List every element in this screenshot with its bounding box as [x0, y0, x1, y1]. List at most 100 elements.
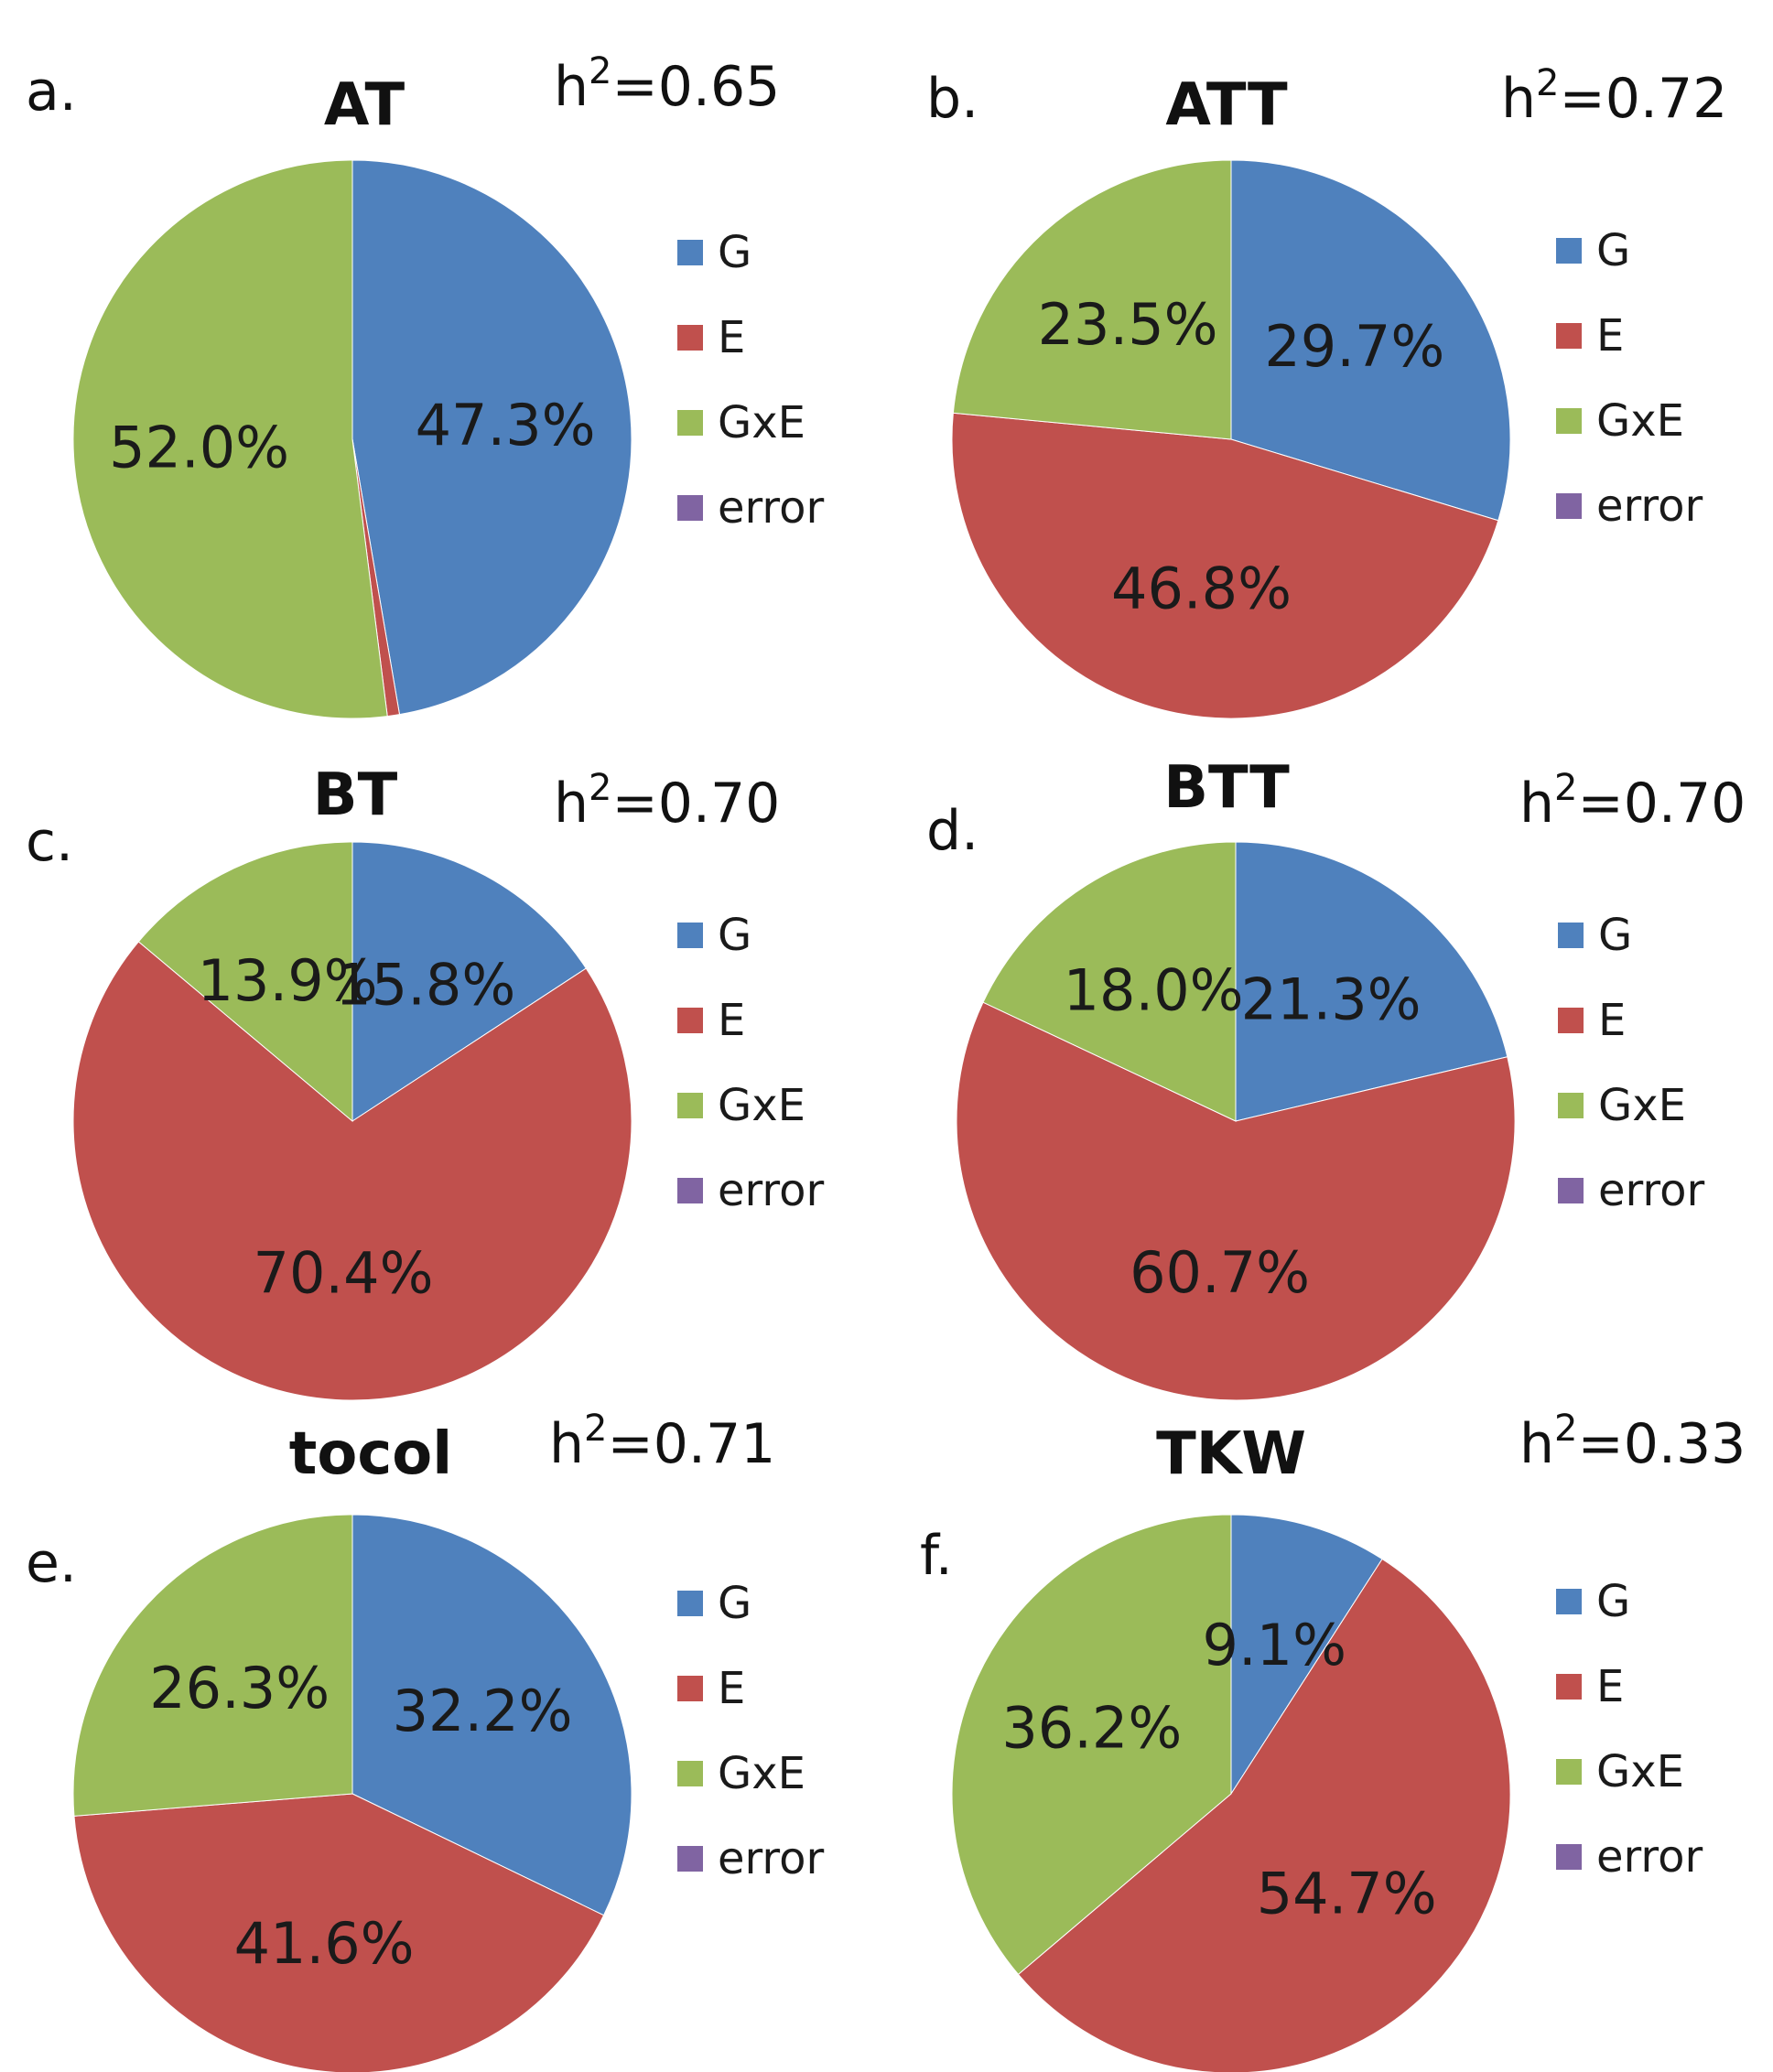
legend-swatch-e	[1556, 1674, 1582, 1700]
pie-panel-at: a. AT h2=0.65 47.3% 52.0% GE GxE error	[26, 50, 824, 719]
legend-label-gxe: GxE	[1598, 1080, 1686, 1131]
heritability-value: =0.65	[611, 55, 780, 119]
legend-label-e: E	[1598, 995, 1626, 1046]
heritability-sup: 2	[589, 50, 611, 92]
pie-slice-e	[951, 412, 1499, 719]
legend-label-gxe: GxE	[718, 1080, 805, 1131]
legend-swatch-g	[1556, 238, 1582, 264]
legend-label-e: E	[1596, 1661, 1624, 1712]
pie-slices	[72, 159, 632, 719]
heritability-value: =0.72	[1559, 67, 1727, 131]
pie-slice-gxe	[137, 841, 353, 1123]
heritability-label: h2=0.71	[549, 1408, 775, 1476]
legend-swatch-error	[1556, 1844, 1582, 1870]
legend-label-gxe: GxE	[718, 397, 805, 448]
slice-label-gxe: 18.0%	[1064, 956, 1244, 1023]
slice-label-g: 9.1%	[1203, 1612, 1347, 1678]
pie-slice-e	[73, 1793, 605, 2072]
pie-slice-g	[351, 841, 587, 1122]
legend-label-gxe: GxE	[1596, 1746, 1684, 1797]
heritability-h: h	[1501, 67, 1536, 131]
legend-swatch-gxe	[677, 1761, 703, 1786]
legend: GE GxE error	[677, 227, 824, 534]
heritability-label: h2=0.70	[1519, 767, 1746, 836]
heritability-value: =0.70	[1577, 772, 1746, 836]
pie-slice-e	[1017, 1558, 1511, 2072]
legend-swatch-error	[677, 495, 703, 521]
legend-label-e: E	[718, 995, 745, 1046]
pie-slice-g	[1235, 841, 1508, 1122]
legend-swatch-e	[677, 1676, 703, 1701]
legend-label-error: error	[1598, 1165, 1704, 1216]
heritability-h: h	[1519, 772, 1554, 836]
legend-label-error: error	[718, 482, 824, 534]
slice-label-e: 41.6%	[234, 1910, 415, 1977]
pie-panel-btt: d. BTT h2=0.70 21.3% 60.7% 18.0% GE GxE error	[926, 754, 1746, 1401]
legend-swatch-gxe	[1556, 408, 1582, 434]
panel-letter: a.	[26, 59, 77, 124]
slice-label-g: 47.3%	[416, 392, 596, 459]
slice-label-gxe: 52.0%	[109, 415, 289, 481]
pie-slices	[72, 841, 632, 1401]
pie-slices	[951, 1514, 1511, 2072]
pie-slice-gxe	[72, 1514, 353, 1817]
legend-label-error: error	[718, 1165, 824, 1216]
legend-label-g: G	[1596, 225, 1630, 276]
heritability-sup: 2	[584, 1408, 607, 1450]
slice-label-gxe: 36.2%	[1001, 1695, 1182, 1762]
panel-title: tocol	[289, 1420, 452, 1488]
panel-title: BTT	[1163, 754, 1290, 822]
panel-letter: b.	[926, 67, 978, 131]
pie-panel-att: b. ATT h2=0.72 29.7% 46.8% 23.5% GE GxE error	[926, 62, 1727, 719]
pie-slices	[72, 1514, 632, 2072]
pie-slice-g	[351, 159, 632, 716]
pie-slice-g	[1230, 159, 1511, 522]
legend-label-gxe: GxE	[718, 1748, 805, 1799]
legend-label-error: error	[718, 1833, 824, 1884]
legend-label-error: error	[1596, 1831, 1703, 1883]
legend-swatch-g	[677, 923, 703, 948]
heritability-label: h2=0.72	[1501, 62, 1727, 131]
legend-swatch-e	[677, 1008, 703, 1033]
legend-swatch-g	[677, 240, 703, 265]
slice-label-e: 54.7%	[1257, 1861, 1437, 1927]
slice-label-e: 46.8%	[1111, 556, 1292, 622]
legend-swatch-g	[1558, 923, 1584, 948]
pie-slice-g	[351, 1514, 632, 1916]
heritability-h: h	[554, 772, 589, 836]
slice-label-g: 21.3%	[1241, 966, 1422, 1032]
legend-label-g: G	[718, 910, 751, 961]
pie-slice-e	[956, 1001, 1516, 1401]
slice-label-gxe: 23.5%	[1038, 291, 1218, 358]
pie-slice-gxe	[72, 159, 388, 719]
legend-swatch-g	[677, 1591, 703, 1616]
legend-label-error: error	[1596, 480, 1703, 532]
pie-slice-gxe	[951, 1514, 1232, 1976]
legend-swatch-error	[1556, 493, 1582, 519]
slice-label-g: 15.8%	[335, 952, 515, 1019]
legend-label-g: G	[718, 1578, 751, 1629]
heritability-sup: 2	[589, 767, 611, 809]
legend-swatch-error	[1558, 1178, 1584, 1203]
pie-panel-bt: c. BT h2=0.70 15.8% 70.4% 13.9% GE GxE error	[26, 761, 824, 1401]
heritability-label: h2=0.70	[554, 767, 780, 836]
panel-title: ATT	[1165, 71, 1288, 139]
pie-slice-e	[72, 941, 632, 1401]
heritability-sup: 2	[1554, 767, 1577, 809]
pie-slice-g	[1230, 1514, 1383, 1796]
slice-label-g: 29.7%	[1264, 313, 1444, 380]
legend-swatch-e	[1556, 323, 1582, 349]
legend-swatch-e	[1558, 1008, 1584, 1033]
pie-slices	[956, 841, 1516, 1401]
legend-label-g: G	[1596, 1576, 1630, 1627]
legend-swatch-gxe	[1556, 1759, 1582, 1785]
legend-swatch-error	[677, 1846, 703, 1872]
heritability-value: =0.70	[611, 772, 780, 836]
panel-letter: c.	[26, 810, 73, 874]
panel-title: TKW	[1156, 1420, 1306, 1488]
heritability-sup: 2	[1536, 62, 1559, 104]
heritability-value: =0.71	[607, 1412, 775, 1476]
legend-swatch-g	[1556, 1589, 1582, 1614]
legend-label-e: E	[1596, 310, 1624, 362]
